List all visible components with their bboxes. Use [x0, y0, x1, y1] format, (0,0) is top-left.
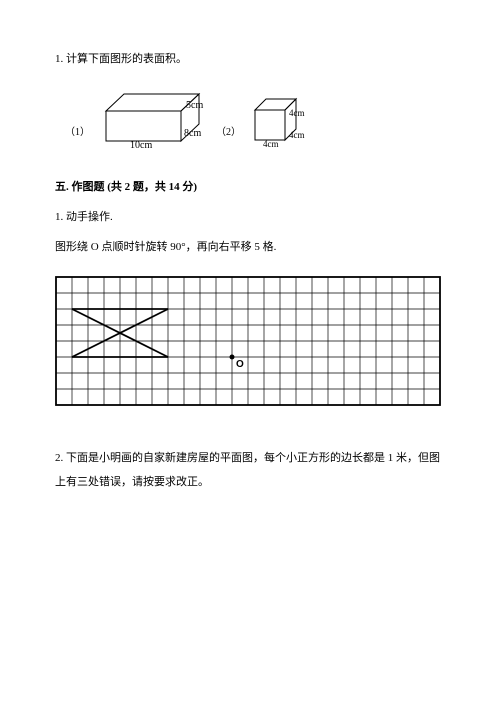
cube-figure: 4cm 4cm 4cm [249, 92, 311, 148]
section5-title: 五. 作图题 (共 2 题，共 14 分) [55, 178, 445, 194]
svg-text:O: O [236, 359, 244, 370]
s5-q1-label: 1. 动手操作. [55, 208, 445, 224]
fig2-label: （2） [216, 123, 241, 138]
cube-w: 4cm [263, 139, 279, 148]
cube-h: 4cm [289, 108, 305, 118]
grid-figure: O [55, 276, 441, 416]
cuboid-figure: 5cm 8cm 10cm [98, 86, 208, 148]
cube-d: 4cm [289, 130, 305, 140]
s5-q1-instruction: 图形绕 O 点顺时针旋转 90°，再向右平移 5 格. [55, 238, 445, 258]
s5-q2-text: 2. 下面是小明画的自家新建房屋的平面图，每个小正方形的边长都是 1 米，但图上… [55, 446, 445, 494]
fig1-label: （1） [65, 123, 90, 138]
cuboid-d: 8cm [184, 128, 201, 139]
grid-figure-wrap: O [55, 276, 445, 416]
q1-text: 1. 计算下面图形的表面积。 [55, 50, 445, 70]
cuboid-w: 10cm [130, 140, 152, 148]
cuboid-h: 5cm [186, 100, 203, 111]
figures-row: （1） 5cm 8cm 10cm （2） 4cm 4cm 4cm [65, 86, 445, 148]
